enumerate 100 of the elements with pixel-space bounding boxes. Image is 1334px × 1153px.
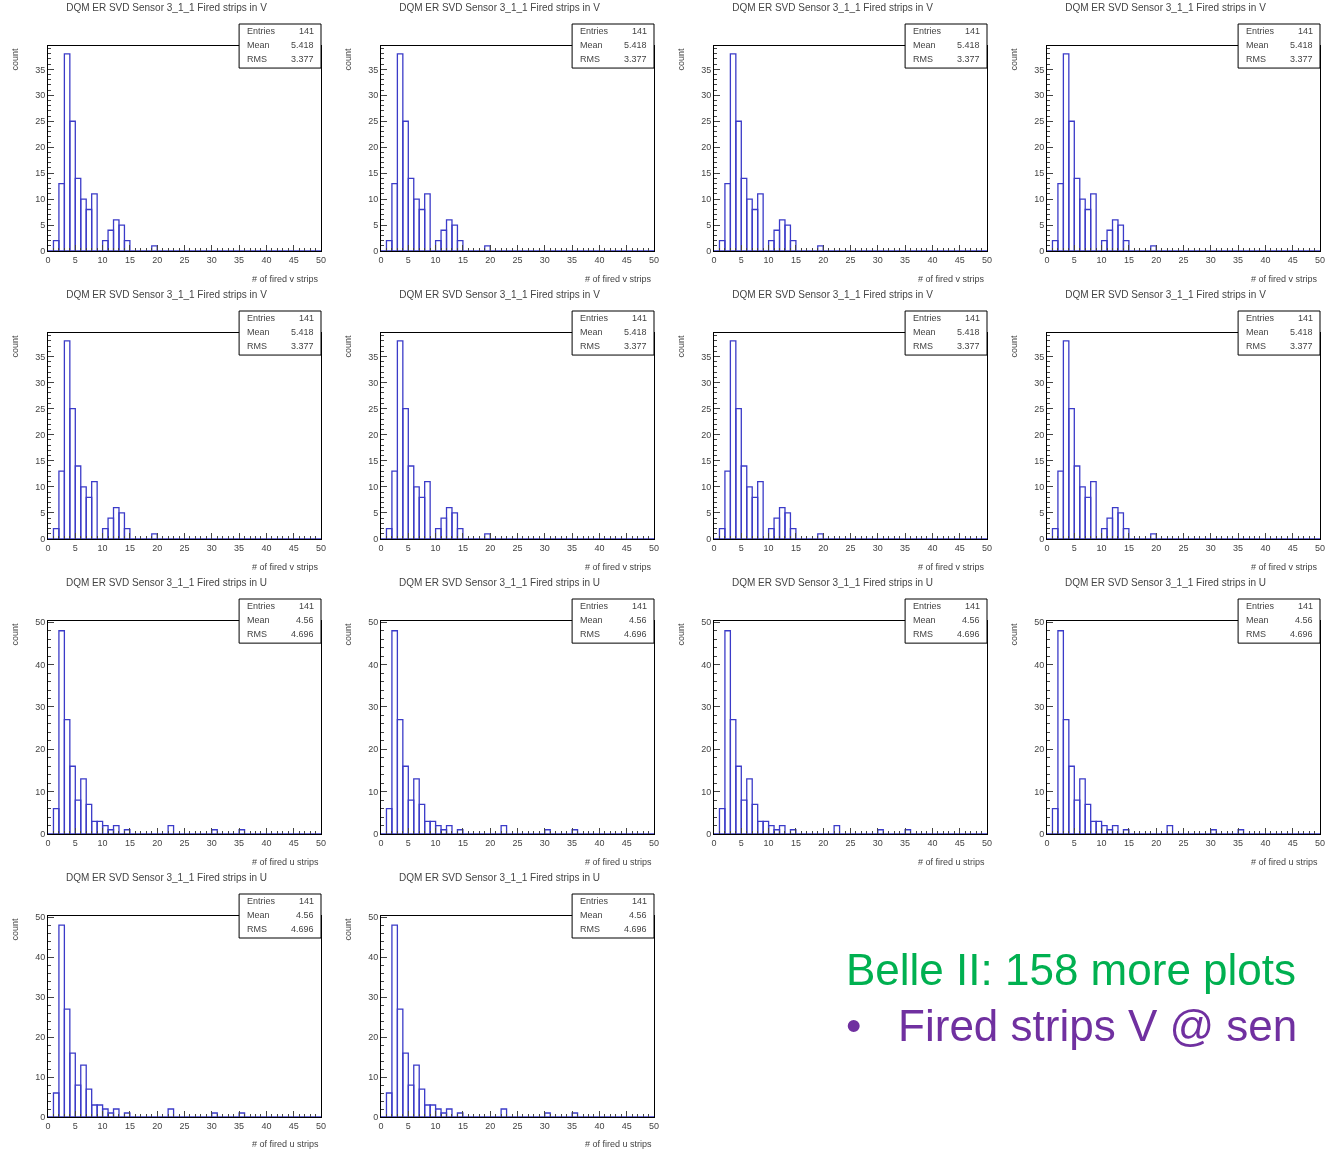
x-tick-label: 5 [72,542,78,553]
x-tick-label: 5 [72,837,78,848]
x-tick-label: 15 [124,1120,135,1131]
y-tick-label: 30 [35,992,46,1003]
y-tick-label: 0 [40,246,46,257]
y-axis-title: count [1008,47,1019,71]
x-tick-label: 45 [954,542,965,553]
x-tick-label: 20 [1151,254,1162,265]
text: Entries 141 [913,26,981,36]
x-tick-label: 35 [567,1120,578,1131]
y-tick-label: 20 [1034,744,1045,755]
x-tick-label: 10 [430,837,441,848]
text: Mean 5.418 [580,40,647,50]
text: Entries 141 [580,26,648,36]
x-tick-label: 50 [1314,254,1326,265]
text: Belle II: 158 more plots [846,945,1297,995]
x-tick-label: 15 [457,837,468,848]
x-tick-label: 35 [234,254,245,265]
text: Mean 4.56 [913,615,980,625]
x-axis-title: # of fired u strips [1251,857,1319,867]
x-tick-label: 35 [1233,254,1244,265]
x-tick-label: 40 [261,837,272,848]
x-tick-label: 40 [261,254,272,265]
y-tick-label: 0 [706,534,712,545]
y-tick-label: 20 [368,744,379,755]
chart-title: DQM ER SVD Sensor 3_1_1 Fired strips in V [732,2,934,13]
y-tick-label: 20 [35,1032,46,1043]
text: RMS 3.377 [247,54,314,64]
x-tick-label: 50 [648,1120,660,1131]
y-axis-title: count [1008,334,1019,358]
x-tick-label: 35 [234,837,245,848]
x-tick-label: 45 [288,1120,299,1131]
y-tick-label: 30 [701,90,712,101]
x-tick-label: 10 [1096,542,1107,553]
x-tick-label: 5 [405,837,411,848]
text: Mean 5.418 [247,40,314,50]
x-tick-label: 40 [1260,254,1271,265]
x-tick-label: 25 [1178,254,1189,265]
y-axis-title: count [675,47,686,71]
text: Entries 141 [1246,313,1314,323]
x-tick-label: 40 [594,254,605,265]
y-tick-label: 0 [373,1112,379,1123]
x-axis-title: # of fired v strips [1251,274,1318,284]
x-tick-label: 25 [512,1120,523,1131]
text: Entries 141 [913,313,981,323]
y-tick-label: 5 [373,220,379,231]
x-tick-label: 30 [872,542,883,553]
x-tick-label: 35 [567,837,578,848]
x-tick-label: 35 [900,542,911,553]
x-tick-label: 30 [206,542,217,553]
text: Mean 5.418 [247,327,314,337]
x-tick-label: 5 [738,837,744,848]
x-tick-label: 20 [818,254,829,265]
y-tick-label: 30 [35,377,46,388]
y-tick-label: 5 [40,220,46,231]
x-tick-label: 20 [152,542,163,553]
x-tick-label: 15 [124,837,135,848]
y-tick-label: 20 [368,429,379,440]
y-tick-label: 0 [706,829,712,840]
x-tick-label: 10 [97,254,108,265]
x-tick-label: 20 [1151,542,1162,553]
text: Entries 141 [913,601,981,611]
text: Entries 141 [247,896,315,906]
text: RMS 4.696 [580,924,647,934]
y-tick-label: 15 [701,455,712,466]
y-axis-title: count [675,622,686,646]
x-tick-label: 35 [900,837,911,848]
text: Entries 141 [1246,26,1314,36]
y-tick-label: 10 [701,786,712,797]
y-tick-label: 20 [701,429,712,440]
x-tick-label: 25 [1178,542,1189,553]
chart-title: DQM ER SVD Sensor 3_1_1 Fired strips in U [1064,577,1267,588]
x-axis-title: # of fired v strips [585,562,652,572]
x-tick-label: 50 [648,254,660,265]
x-tick-label: 20 [818,837,829,848]
y-tick-label: 0 [373,246,379,257]
x-tick-label: 40 [1260,837,1271,848]
text: Mean 5.418 [1246,327,1313,337]
x-tick-label: 35 [1233,837,1244,848]
x-tick-label: 45 [954,254,965,265]
text: Entries 141 [247,26,315,36]
x-tick-label: 50 [315,542,327,553]
text: • Fired strips V @ sen [846,1001,1298,1051]
x-tick-label: 30 [206,254,217,265]
y-tick-label: 30 [368,992,379,1003]
x-tick-label: 20 [152,254,163,265]
y-tick-label: 35 [701,351,712,362]
y-tick-label: 0 [1039,534,1045,545]
x-tick-label: 25 [845,542,856,553]
y-tick-label: 15 [1034,455,1045,466]
x-tick-label: 30 [872,254,883,265]
chart-title: DQM ER SVD Sensor 3_1_1 Fired strips in V [1065,2,1267,13]
x-tick-label: 25 [179,542,190,553]
x-axis-title: # of fired v strips [1251,562,1318,572]
y-tick-label: 40 [368,659,379,670]
x-tick-label: 15 [124,254,135,265]
y-tick-label: 20 [701,744,712,755]
x-tick-label: 30 [1205,254,1216,265]
y-tick-label: 25 [368,403,379,414]
x-tick-label: 30 [539,542,550,553]
